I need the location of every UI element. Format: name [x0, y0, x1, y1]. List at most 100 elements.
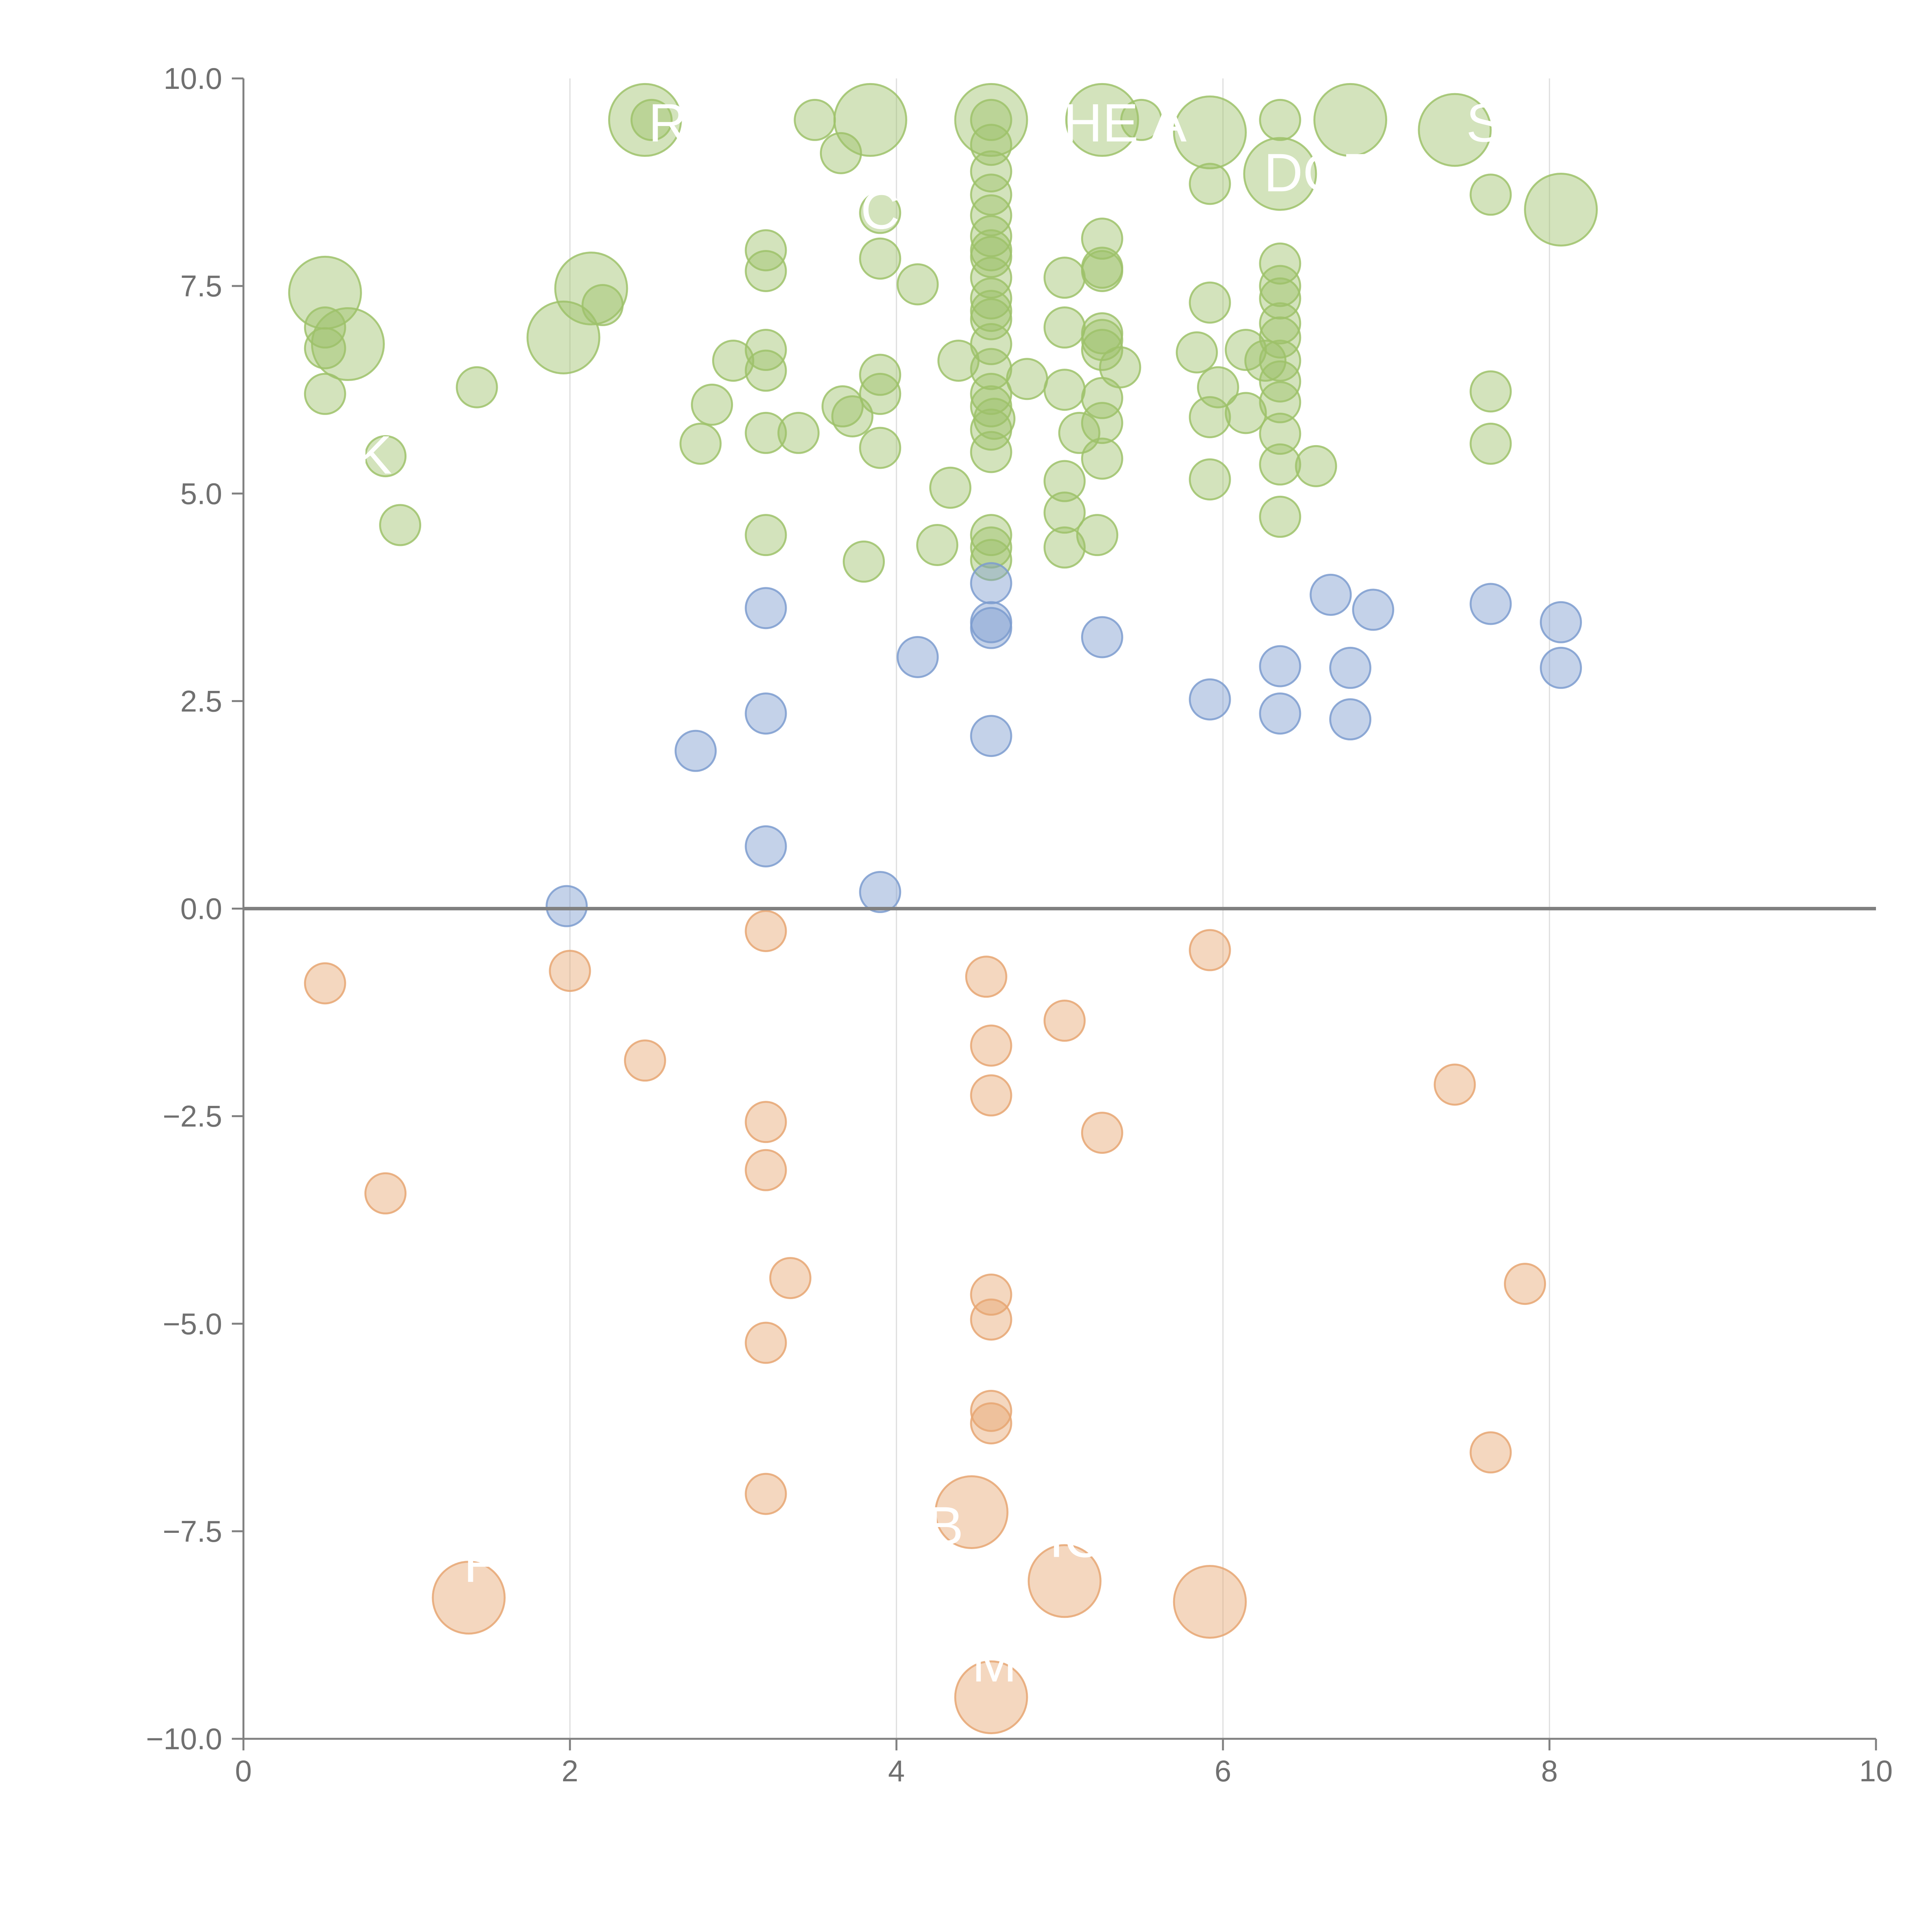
y-tick-label: −2.5	[163, 1099, 222, 1133]
bubble-high	[1418, 93, 1492, 167]
bubble-high	[1259, 99, 1301, 141]
bubble-high	[712, 339, 754, 382]
bubble-high	[1081, 218, 1123, 260]
bubble-label: B	[927, 1495, 963, 1556]
bubble-low	[745, 1473, 787, 1515]
bubble-low	[364, 1172, 407, 1214]
bubble-high	[1469, 422, 1512, 465]
bubble-high	[1120, 99, 1163, 141]
bubble-medium	[674, 730, 717, 772]
bubble-high	[630, 99, 673, 141]
bubble-high	[1189, 163, 1231, 205]
bubble-high	[1259, 495, 1301, 538]
bubble-high	[896, 263, 939, 306]
bubble-high	[745, 349, 787, 392]
x-tick-label: 0	[235, 1754, 252, 1788]
bubble-label: IC	[1049, 1508, 1103, 1568]
bubble-high	[1259, 242, 1301, 285]
bubble-label: F	[464, 1533, 497, 1594]
bubble-medium	[1540, 646, 1582, 689]
bubble-label: S	[1466, 92, 1502, 153]
bubble-high	[1259, 443, 1301, 486]
bubble-high	[970, 539, 1012, 581]
bubble-high	[831, 395, 874, 437]
bubble-high	[1043, 257, 1086, 299]
bubble-high	[1259, 413, 1301, 455]
bubble-medium	[970, 715, 1012, 757]
bubble-high	[1043, 306, 1086, 349]
bubble-low	[304, 962, 346, 1005]
y-tick-label: 7.5	[180, 269, 222, 303]
bubble-high	[794, 99, 836, 141]
bubble-high	[1225, 392, 1267, 434]
bubble-high	[526, 300, 600, 374]
bubble-low	[1027, 1544, 1102, 1618]
bubble-high	[1189, 458, 1231, 501]
bubble-high	[1469, 173, 1512, 216]
bubble-high	[1081, 329, 1123, 371]
bubble-high	[970, 348, 1012, 390]
bubble-medium	[1189, 678, 1231, 721]
bubble-label: M	[972, 1633, 1017, 1693]
bubble-high	[973, 398, 1015, 440]
bubble-high	[929, 466, 971, 509]
x-tick-label: 4	[888, 1754, 905, 1788]
bubble-high	[1043, 492, 1086, 534]
bubble-high	[1259, 316, 1301, 359]
bubble-high	[843, 540, 885, 583]
y-tick-label: −5.0	[163, 1307, 222, 1341]
bubble-high	[1175, 331, 1218, 374]
bubble-high	[1081, 250, 1123, 292]
bubble-low	[970, 1402, 1012, 1445]
bubble-label: C	[861, 180, 900, 240]
bubble-high	[970, 431, 1012, 473]
bubble-low	[970, 1074, 1012, 1117]
bubble-high	[833, 83, 907, 157]
bubble-high	[970, 99, 1012, 141]
bubble-low	[432, 1561, 506, 1635]
bubble-label: HE A	[1063, 92, 1187, 153]
bubble-high	[1065, 83, 1139, 157]
bubble-high	[608, 83, 682, 157]
bubble-high	[1259, 265, 1301, 307]
bubble-high	[745, 514, 787, 556]
x-tick-label: 6	[1214, 1754, 1231, 1788]
bubble-medium	[1469, 583, 1512, 625]
bubble-low	[745, 910, 787, 952]
bubble-low	[549, 950, 591, 992]
x-tick-label: 2	[561, 1754, 578, 1788]
bubble-high	[916, 524, 959, 566]
bubble-high	[1189, 281, 1231, 324]
bubble-medium	[745, 825, 787, 867]
bubble-label: DOT	[1264, 142, 1378, 203]
bubble-high	[364, 435, 407, 478]
bubble-low	[745, 1321, 787, 1364]
bubble-high	[1259, 381, 1301, 423]
bubble-high	[1243, 137, 1317, 211]
bubble-low	[954, 1660, 1028, 1735]
bubble-high	[1244, 339, 1287, 382]
bubble-low	[769, 1257, 811, 1299]
bubble-high	[970, 526, 1012, 569]
bubble-medium	[1259, 645, 1301, 687]
bubble-high	[1081, 402, 1123, 444]
bubble-label: R	[648, 92, 687, 153]
bubble-high	[859, 354, 901, 396]
bubble-medium	[1081, 616, 1123, 658]
bubble-medium	[859, 871, 901, 913]
bubble-high	[859, 372, 901, 415]
bubble-high	[582, 284, 624, 327]
bubble-low	[1189, 929, 1231, 971]
bubble-low	[934, 1475, 1009, 1549]
bubbles	[288, 83, 1598, 1735]
bubble-low	[970, 1274, 1012, 1316]
bubble-high	[1259, 302, 1301, 345]
bubble-high	[456, 366, 498, 408]
bubble-high	[691, 383, 733, 426]
bubble-low	[970, 1024, 1012, 1067]
bubble-high	[679, 422, 722, 465]
bubble-high	[1076, 514, 1119, 556]
bubble-low	[624, 1039, 666, 1082]
bubble-high	[379, 504, 422, 546]
